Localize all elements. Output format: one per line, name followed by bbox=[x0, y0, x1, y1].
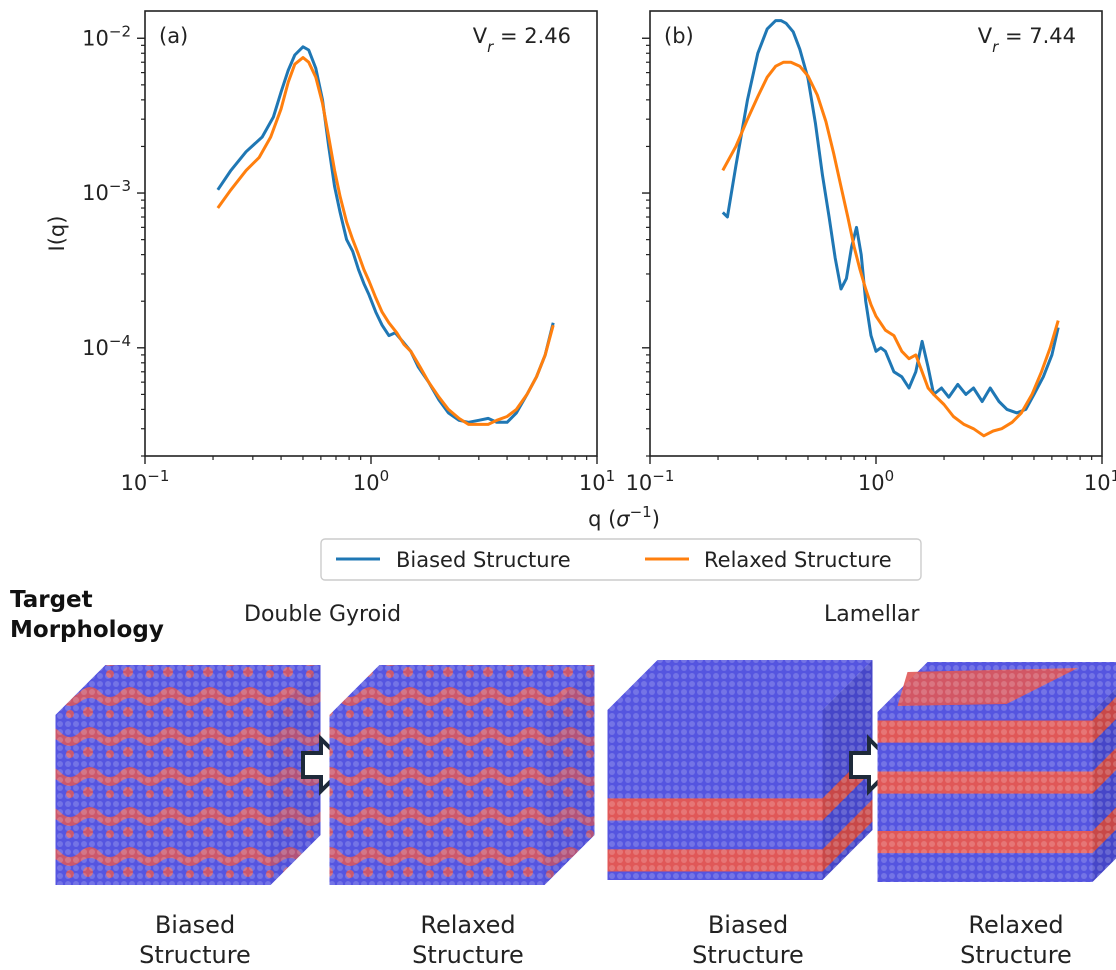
cube-front-beads bbox=[56, 715, 271, 885]
y-tick-label: 10−4 bbox=[82, 332, 131, 360]
relaxed-series-line bbox=[218, 58, 553, 425]
x-tick-label: 100 bbox=[858, 467, 894, 495]
y-tick-label: 10−2 bbox=[82, 22, 131, 50]
morphology-cubes bbox=[56, 660, 1116, 885]
target-title-line2: Morphology bbox=[10, 615, 164, 645]
y-axis-label: I(q) bbox=[45, 216, 69, 252]
tick-base: 10 bbox=[353, 471, 380, 495]
tick-base: 10 bbox=[626, 471, 653, 495]
tick-exponent: −3 bbox=[109, 177, 131, 195]
cube-front-beads bbox=[608, 710, 823, 880]
x-tick-label: 100 bbox=[353, 467, 389, 495]
tick-exponent: 0 bbox=[380, 467, 390, 485]
caption-line1: Relaxed bbox=[936, 910, 1096, 940]
tick-base: 10 bbox=[82, 181, 109, 205]
target-title-line1: Target bbox=[10, 585, 164, 615]
x-tick-label: 10−1 bbox=[626, 467, 675, 495]
cube-front-beads bbox=[330, 715, 545, 885]
tick-base: 10 bbox=[82, 336, 109, 360]
xlabel-end: ) bbox=[652, 507, 660, 531]
tick-exponent: −2 bbox=[109, 22, 131, 40]
caption-line1: Biased bbox=[668, 910, 828, 940]
y-tick-label: 10−3 bbox=[82, 177, 131, 205]
tick-exponent: 1 bbox=[1111, 467, 1116, 485]
xlabel-symbol: σ bbox=[616, 507, 630, 531]
gyroid-biased-caption: Biased Structure bbox=[115, 910, 275, 970]
target-morphology-title: Target Morphology bbox=[10, 585, 164, 645]
legend: Biased Structure Relaxed Structure bbox=[321, 539, 921, 580]
tick-exponent: 0 bbox=[885, 467, 895, 485]
relaxed-series-line bbox=[723, 62, 1058, 436]
caption-line2: Structure bbox=[936, 940, 1096, 970]
tick-exponent: −4 bbox=[109, 332, 131, 350]
tick-exponent: 1 bbox=[606, 467, 616, 485]
x-tick-label: 10−1 bbox=[121, 467, 170, 495]
caption-line1: Relaxed bbox=[388, 910, 548, 940]
lamellar-relaxed-cube bbox=[878, 662, 1116, 882]
vr-value: = 7.44 bbox=[998, 24, 1076, 48]
tick-base: 10 bbox=[1084, 471, 1111, 495]
tick-exponent: −1 bbox=[147, 467, 169, 485]
panel-label: (a) bbox=[159, 24, 188, 48]
xlabel-main: q ( bbox=[588, 507, 616, 531]
tick-base: 10 bbox=[858, 471, 885, 495]
lamellar-biased-caption: Biased Structure bbox=[668, 910, 828, 970]
xlabel-exponent: −1 bbox=[630, 503, 652, 521]
caption-line2: Structure bbox=[668, 940, 828, 970]
vr-value: = 2.46 bbox=[493, 24, 571, 48]
caption-line2: Structure bbox=[388, 940, 548, 970]
cube-top-beads bbox=[878, 662, 1116, 712]
biased-legend-label: Biased Structure bbox=[396, 548, 571, 572]
caption-line2: Structure bbox=[115, 940, 275, 970]
vr-symbol: V bbox=[978, 24, 993, 48]
x-tick-label: 101 bbox=[1084, 467, 1116, 495]
vr-annotation: Vr = 2.46 bbox=[473, 24, 571, 56]
tick-exponent: −1 bbox=[652, 467, 674, 485]
gyroid-relaxed-caption: Relaxed Structure bbox=[388, 910, 548, 970]
double-gyroid-heading: Double Gyroid bbox=[244, 602, 401, 627]
gyroid-biased-cube bbox=[56, 665, 321, 885]
x-tick-label: 101 bbox=[579, 467, 615, 495]
caption-line1: Biased bbox=[115, 910, 275, 940]
relaxed-legend-label: Relaxed Structure bbox=[704, 548, 892, 572]
vr-annotation: Vr = 7.44 bbox=[978, 24, 1076, 56]
biased-series-line bbox=[723, 21, 1058, 413]
gyroid-relaxed-cube bbox=[330, 665, 595, 885]
lamellar-relaxed-caption: Relaxed Structure bbox=[936, 910, 1096, 970]
vr-symbol: V bbox=[473, 24, 488, 48]
x-axis-label: q (σ−1) bbox=[588, 503, 660, 531]
tick-base: 10 bbox=[121, 471, 148, 495]
lamellar-biased-cube bbox=[608, 660, 873, 880]
biased-series-line bbox=[218, 47, 553, 423]
lamellar-heading: Lamellar bbox=[824, 602, 919, 627]
tick-base: 10 bbox=[82, 26, 109, 50]
cube-front-beads bbox=[878, 712, 1093, 882]
tick-base: 10 bbox=[579, 471, 606, 495]
panel-label: (b) bbox=[664, 24, 694, 48]
